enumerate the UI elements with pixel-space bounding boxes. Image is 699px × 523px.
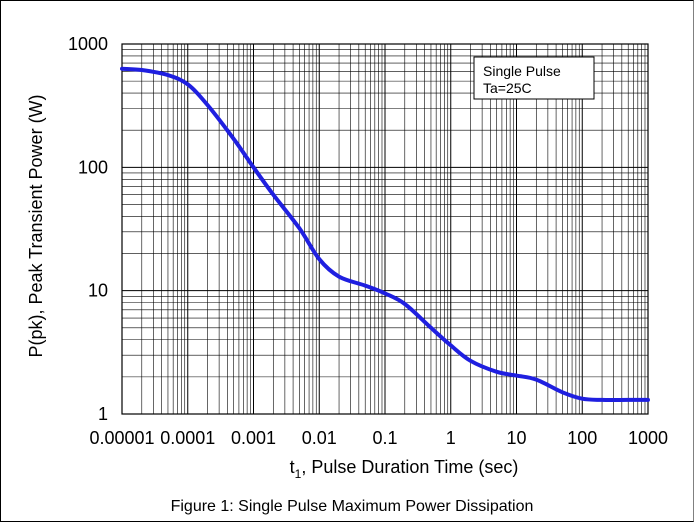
legend-box: Single Pulse Ta=25C bbox=[474, 57, 594, 99]
figure-caption: Figure 1: Single Pulse Maximum Power Dis… bbox=[171, 498, 534, 515]
legend-line-1: Single Pulse bbox=[483, 63, 561, 79]
y-tick-label: 10 bbox=[88, 281, 108, 301]
x-axis: 0.00001 0.0001 0.001 0.01 0.1 1 10 100 1000 bbox=[89, 428, 668, 448]
x-tick-label: 0.00001 bbox=[89, 428, 154, 448]
x-tick-label: 1 bbox=[446, 428, 456, 448]
x-tick-label: 100 bbox=[567, 428, 597, 448]
figure-right-border bbox=[694, 1, 699, 522]
x-axis-label: t1, Pulse Duration Time (sec) bbox=[290, 457, 519, 481]
x-tick-label: 0.001 bbox=[231, 428, 276, 448]
y-tick-label: 100 bbox=[78, 157, 108, 177]
x-tick-label: 0.0001 bbox=[160, 428, 215, 448]
y-axis-label: P(pk), Peak Transient Power (W) bbox=[26, 94, 46, 357]
x-tick-label: 10 bbox=[506, 428, 526, 448]
x-tick-label: 0.1 bbox=[372, 428, 397, 448]
legend-line-2: Ta=25C bbox=[483, 80, 532, 96]
y-tick-label: 1 bbox=[98, 404, 108, 424]
x-tick-label: 1000 bbox=[628, 428, 668, 448]
y-tick-label: 1000 bbox=[68, 34, 108, 54]
y-axis: 1 10 100 1000 bbox=[68, 34, 108, 424]
x-tick-label: 0.01 bbox=[302, 428, 337, 448]
